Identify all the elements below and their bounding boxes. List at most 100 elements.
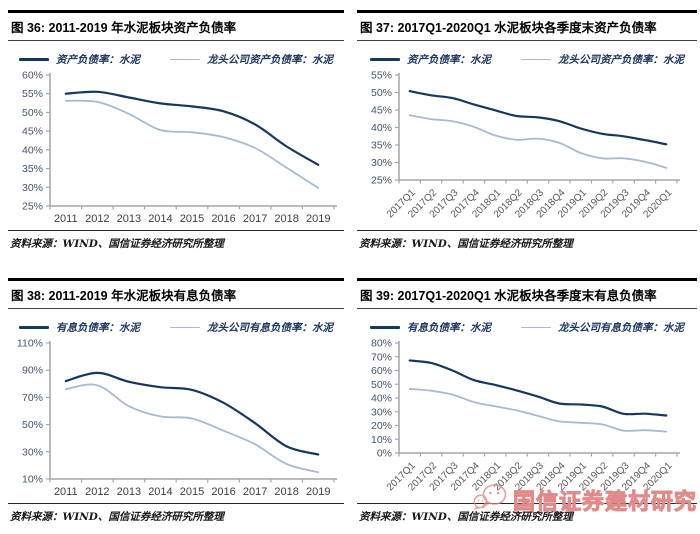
y-tick-label: 60%: [22, 70, 43, 82]
y-tick-label: 40%: [22, 144, 43, 156]
y-tick-label: 40%: [371, 393, 392, 405]
y-tick-label: 50%: [371, 87, 392, 99]
x-tick-label: 2017: [243, 213, 267, 225]
figure-38-title-rule: [8, 307, 344, 309]
legend-line-swatch: [170, 326, 200, 329]
figure-37-title-rule: [357, 39, 697, 41]
y-tick-label: 50%: [22, 419, 43, 431]
x-tick-label: 2016: [211, 486, 235, 498]
series-line-1: [408, 114, 668, 169]
legend-label: 有息负债率：水泥: [56, 322, 140, 334]
y-tick-label: 50%: [371, 379, 392, 391]
figure-38-chart: 10% 30% 50% 70% 90% 110% 2011 2012 2013 2014 2015 2…: [17, 338, 337, 498]
figure-38-legend: 有息负债率：水泥 龙头公司有息负债率：水泥: [8, 320, 344, 335]
y-tick-label: 25%: [22, 201, 43, 213]
series-line-0: [408, 359, 668, 417]
series-line-0: [408, 90, 668, 146]
y-tick-label: 35%: [22, 163, 43, 175]
x-tick-label: 2011: [54, 213, 78, 225]
y-tick-label: 55%: [371, 70, 392, 82]
legend-line-swatch: [19, 326, 49, 329]
y-tick-label: 70%: [22, 392, 43, 404]
x-tick-label: 2015: [180, 213, 204, 225]
figure-39-top-rule: [357, 278, 697, 281]
series-line-1: [408, 388, 668, 433]
y-tick-label: 55%: [22, 88, 43, 100]
y-tick-label: 10%: [22, 474, 43, 486]
figure-36-source-rule: [8, 230, 344, 232]
figure-38-top-rule: [8, 278, 344, 281]
legend-item: 龙头公司有息负债率：水泥: [521, 320, 684, 335]
legend-label: 龙头公司有息负债率：水泥: [558, 322, 684, 334]
y-tick-label: 60%: [371, 365, 392, 377]
y-tick-label: 30%: [22, 446, 43, 458]
x-tick-label: 2012: [85, 213, 109, 225]
figure-36-source: 资料来源：WIND、国信证券经济研究所整理: [10, 238, 224, 251]
legend-item: 龙头公司资产负债率：水泥: [521, 52, 684, 67]
legend-label: 龙头公司资产负债率：水泥: [207, 54, 333, 66]
figure-36-title: 图 36: 2011-2019 年水泥板块资产负债率: [11, 20, 237, 35]
legend-line-swatch: [521, 326, 551, 329]
legend-label: 龙头公司有息负债率：水泥: [207, 322, 333, 334]
y-tick-label: 20%: [371, 420, 392, 432]
figure-37-legend: 资产负债率：水泥 龙头公司资产负债率：水泥: [357, 52, 697, 67]
y-tick-label: 30%: [371, 157, 392, 169]
legend-line-swatch: [19, 58, 49, 61]
series-line-0: [64, 371, 320, 456]
figure-39-title-rule: [357, 307, 697, 309]
y-tick-label: 25%: [371, 175, 392, 187]
x-tick-label: 2015: [180, 486, 204, 498]
y-tick-label: 45%: [371, 105, 392, 117]
figure-38-panel: 图 38: 2011-2019 年水泥板块有息负债率 有息负债率：水泥 龙头公司有…: [8, 278, 344, 526]
y-tick-label: 110%: [17, 338, 43, 350]
x-tick-label: 2018: [274, 486, 298, 498]
legend-item: 资产负债率：水泥: [370, 52, 491, 67]
x-tick-label: 2012: [85, 486, 109, 498]
legend-item: 龙头公司有息负债率：水泥: [170, 320, 333, 335]
y-tick-label: 45%: [22, 126, 43, 138]
figure-39-legend: 有息负债率：水泥 龙头公司有息负债率：水泥: [357, 320, 697, 335]
legend-item: 龙头公司资产负债率：水泥: [170, 52, 333, 67]
y-tick-label: 35%: [371, 140, 392, 152]
y-tick-label: 30%: [371, 406, 392, 418]
legend-label: 资产负债率：水泥: [56, 54, 140, 66]
x-tick-label: 2019: [306, 486, 330, 498]
legend-line-swatch: [370, 58, 400, 61]
figure-38-title: 图 38: 2011-2019 年水泥板块有息负债率: [11, 288, 237, 303]
legend-item: 有息负债率：水泥: [19, 320, 140, 335]
y-tick-label: 10%: [371, 434, 392, 446]
legend-label: 有息负债率：水泥: [407, 322, 491, 334]
x-tick-label: 2014: [148, 486, 172, 498]
series-line-0: [64, 90, 320, 166]
figure-37-source-rule: [357, 230, 697, 232]
y-tick-label: 0%: [377, 448, 392, 460]
x-tick-label: 2011: [54, 486, 78, 498]
y-tick-label: 40%: [371, 122, 392, 134]
figure-39-chart: 0%10%20%30%40%50%60%70%80%2017Q12017Q220…: [371, 338, 680, 493]
figure-36-chart: 25% 30% 35% 40% 45% 50% 55% 60% 2011 2012 2013 2014…: [22, 70, 337, 225]
figure-37-chart: 25%30%35%40%45%50%55%2017Q12017Q22017Q32…: [371, 70, 680, 220]
figure-38-source-rule: [8, 503, 344, 505]
x-tick-label: 2019: [306, 213, 330, 225]
x-tick-label: 2018: [274, 213, 298, 225]
y-tick-label: 30%: [22, 182, 43, 194]
figure-37-top-rule: [357, 10, 697, 13]
figure-36-title-rule: [8, 39, 344, 41]
figure-37-panel: 图 37: 2017Q1-2020Q1 水泥板块各季度末资产负债率 资产负债率：…: [357, 10, 697, 252]
x-tick-label: 2013: [117, 486, 141, 498]
figure-37-source: 资料来源：WIND、国信证券经济研究所整理: [359, 238, 573, 251]
legend-item: 资产负债率：水泥: [19, 52, 140, 67]
x-tick-label: 2017: [243, 486, 267, 498]
figure-37-title: 图 37: 2017Q1-2020Q1 水泥板块各季度末资产负债率: [360, 20, 657, 35]
figure-36-legend: 资产负债率：水泥 龙头公司资产负债率：水泥: [8, 52, 344, 67]
figure-39-panel: 图 39: 2017Q1-2020Q1 水泥板块各季度末有息负债率 有息负债率：…: [357, 278, 697, 526]
figure-39-source-rule: [357, 503, 697, 505]
legend-label: 龙头公司资产负债率：水泥: [558, 54, 684, 66]
x-tick-label: 2013: [117, 213, 141, 225]
y-tick-label: 70%: [371, 351, 392, 363]
x-tick-label: 2014: [148, 213, 172, 225]
figure-39-title: 图 39: 2017Q1-2020Q1 水泥板块各季度末有息负债率: [360, 288, 657, 303]
y-tick-label: 90%: [22, 365, 43, 377]
y-tick-label: 80%: [371, 338, 392, 350]
